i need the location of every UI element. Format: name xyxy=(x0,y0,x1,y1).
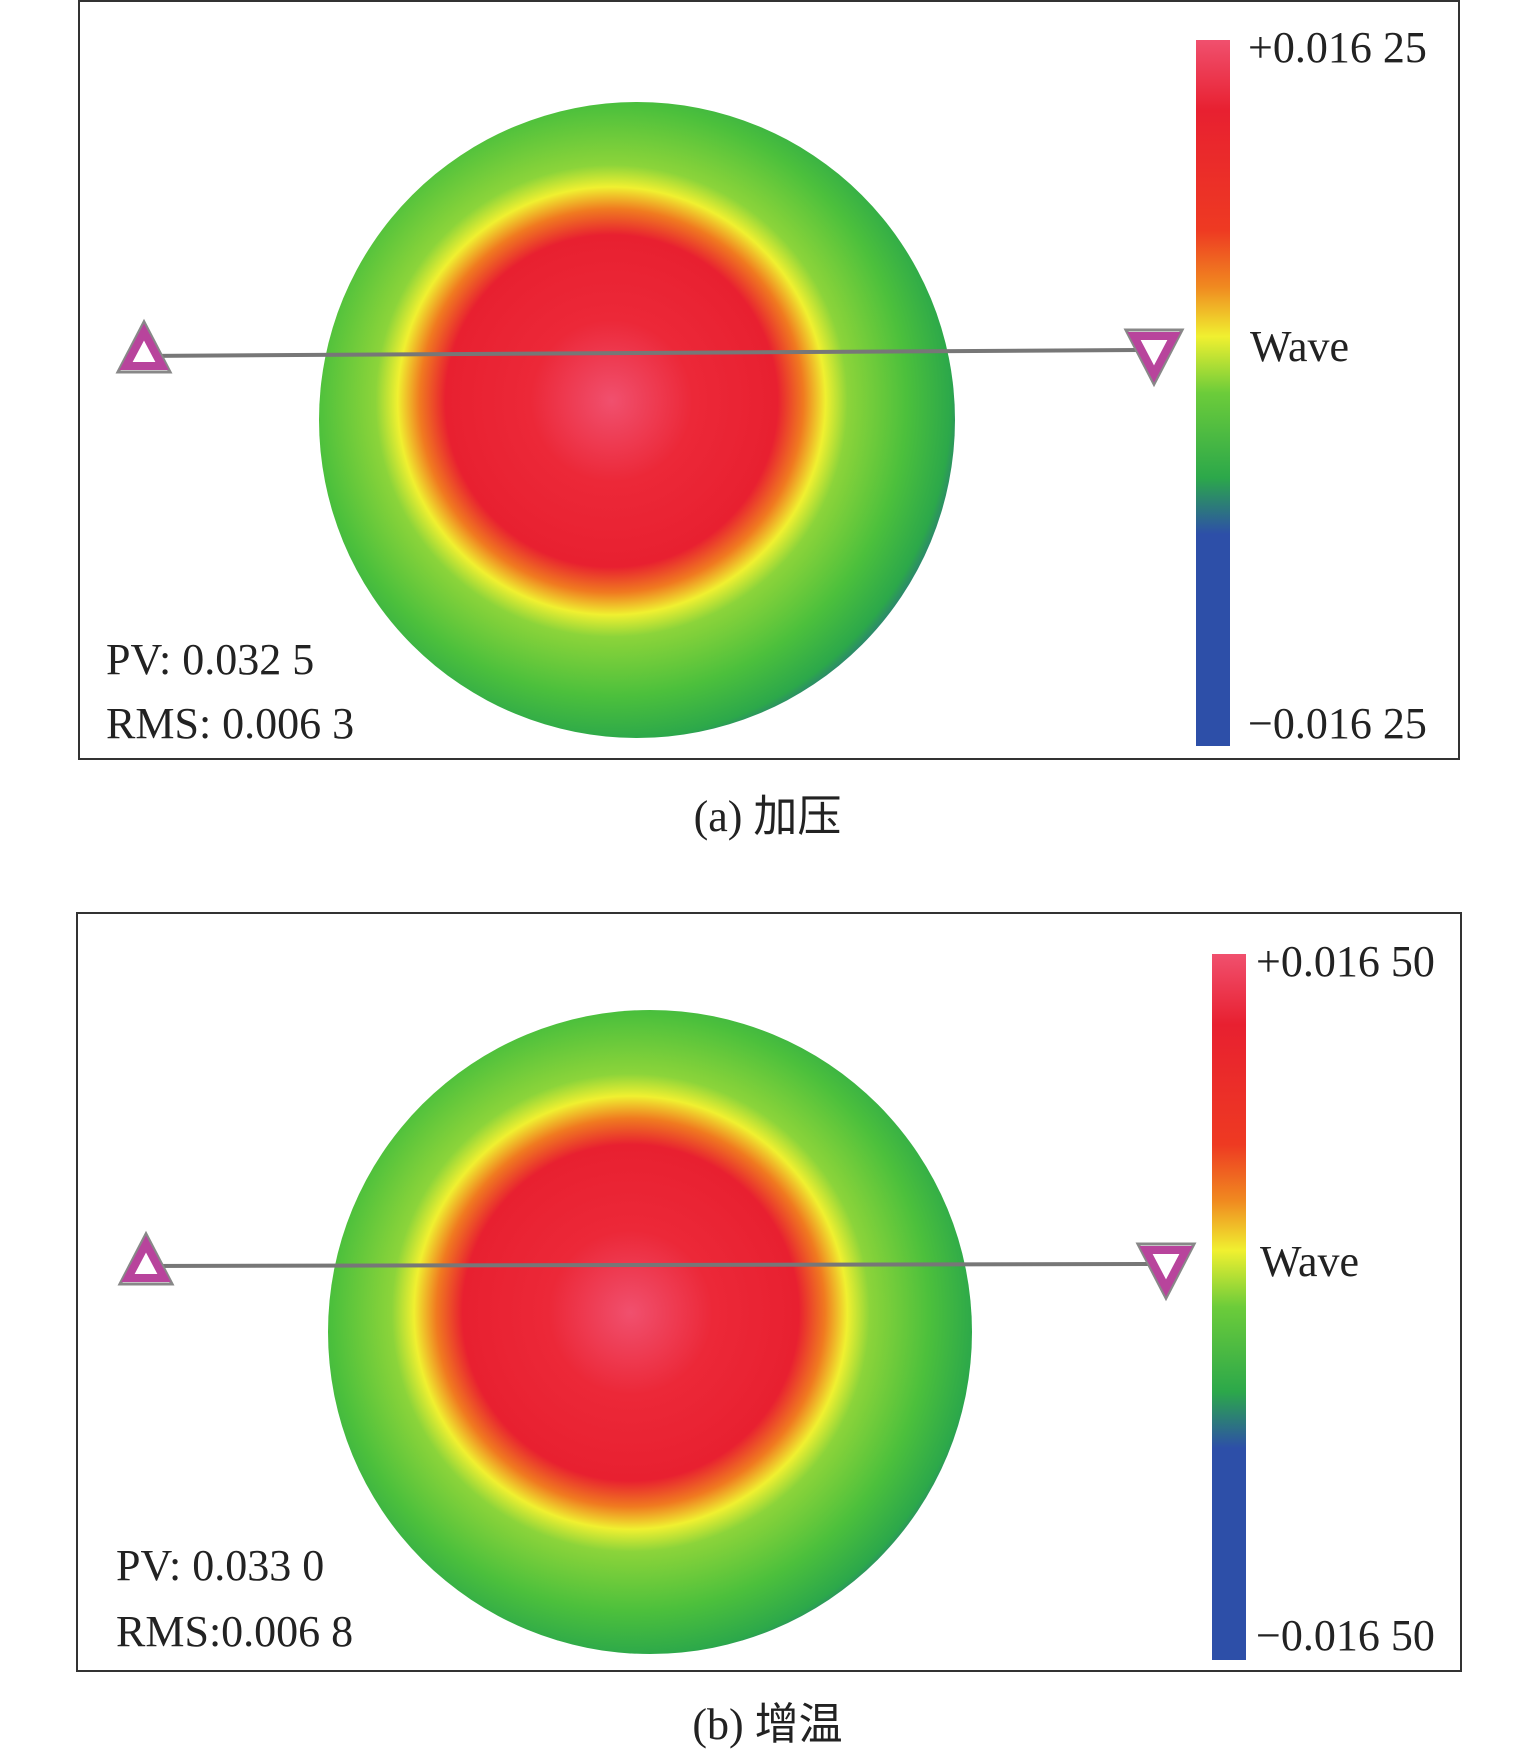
caption-b: (b) 增温 xyxy=(692,1700,843,1749)
triangle-down-icon[interactable] xyxy=(1123,328,1185,388)
wavefront-map xyxy=(319,102,955,738)
panel-a: +0.016 25 Wave −0.016 25 PV: 0.032 5 RMS… xyxy=(78,0,1460,760)
scale-unit-label: Wave xyxy=(1250,322,1350,371)
triangle-up-icon[interactable] xyxy=(115,318,173,374)
panel-b: +0.016 50 Wave −0.016 50 PV: 0.033 0 RMS… xyxy=(76,912,1462,1672)
panel-a-graphic xyxy=(115,40,1230,746)
color-scale-bar xyxy=(1212,954,1246,1660)
pv-value: PV: 0.032 5 xyxy=(106,635,315,684)
wavefront-map xyxy=(328,1010,972,1654)
scale-unit-label: Wave xyxy=(1260,1237,1360,1286)
rms-value: RMS: 0.006 3 xyxy=(106,699,355,748)
triangle-up-icon[interactable] xyxy=(117,1230,175,1286)
scale-min-label: −0.016 25 xyxy=(1248,699,1427,748)
rms-value: RMS:0.006 8 xyxy=(116,1607,354,1656)
caption-a: (a) 加压 xyxy=(693,792,842,841)
color-scale-bar xyxy=(1196,40,1230,746)
profile-line xyxy=(137,348,1141,358)
scale-max-label: +0.016 25 xyxy=(1248,23,1427,72)
triangle-down-icon[interactable] xyxy=(1135,1242,1197,1302)
profile-line xyxy=(139,1262,1153,1268)
pv-value: PV: 0.033 0 xyxy=(116,1541,325,1590)
panel-b-graphic xyxy=(117,954,1246,1660)
scale-min-label: −0.016 50 xyxy=(1256,1611,1435,1660)
scale-max-label: +0.016 50 xyxy=(1256,937,1435,986)
